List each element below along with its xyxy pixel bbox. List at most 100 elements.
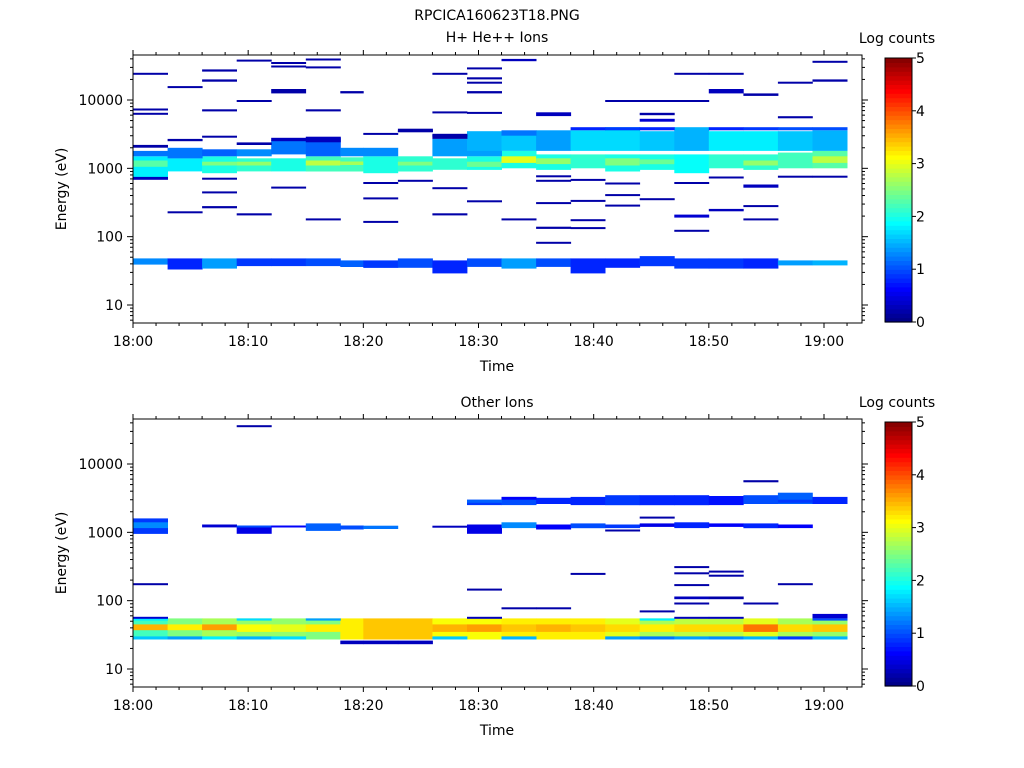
spectrogram-cell: [236, 525, 272, 534]
colorbar-swatch: [885, 229, 912, 235]
spectrogram-cell: [743, 184, 779, 188]
spectrogram-cell: [202, 624, 237, 631]
spectrogram-cell: [133, 112, 168, 115]
spectrogram-cell: [605, 529, 641, 532]
colorbar-swatch: [885, 286, 912, 292]
colorbar-swatch: [885, 466, 912, 471]
spectrogram-cell: [133, 636, 168, 640]
spectrogram-cell: [133, 176, 168, 180]
spectrogram-cell: [812, 618, 848, 621]
spectrogram-cell: [639, 256, 675, 267]
spectrogram-cell: [674, 584, 710, 587]
spectrogram-cell: [708, 258, 744, 269]
colorbar-swatch: [885, 501, 912, 507]
spectrogram-cell: [708, 574, 744, 577]
spectrogram-cell: [674, 602, 710, 605]
colorbar-swatch: [885, 278, 912, 283]
colorbar-swatch: [885, 198, 912, 204]
panel-other-ions: Other Ions 18:00 18:10 18:20 18:30 18:40 18:5…: [54, 395, 935, 739]
colorbar-tick-label: 1: [916, 262, 925, 278]
spectrogram-cell: [202, 161, 237, 166]
spectrogram-cell: [674, 522, 710, 529]
colorbar-swatch: [885, 159, 912, 165]
spectrogram-cell: [639, 198, 675, 201]
x-axis-label: Time: [479, 723, 514, 739]
y-tick-label: 10: [105, 298, 123, 314]
colorbar-swatch: [885, 194, 912, 200]
colorbar-swatch: [885, 496, 912, 502]
spectrogram-cell: [605, 636, 641, 640]
spectrogram-cell: [363, 640, 399, 645]
x-tick-label: 18:30: [458, 334, 498, 350]
spectrogram-cell: [674, 154, 710, 174]
spectrogram-cell: [743, 602, 779, 605]
colorbar-swatch: [885, 655, 912, 661]
spectrogram-cell: [467, 67, 502, 70]
colorbar-swatch: [885, 291, 912, 297]
spectrogram-cell: [674, 214, 710, 218]
spectrogram-cell: [501, 218, 537, 221]
spectrogram-cell: [271, 89, 307, 94]
spectrogram-cell: [605, 624, 641, 632]
colorbar-swatch: [885, 554, 912, 559]
colorbar-swatch: [885, 75, 912, 81]
spectrogram-cell: [432, 111, 468, 114]
spectrogram-cell: [639, 636, 675, 640]
colorbar-swatch: [885, 452, 912, 458]
spectrogram-cell: [536, 130, 572, 151]
colorbar-swatch: [885, 242, 912, 248]
colorbar-swatch: [885, 273, 912, 279]
x-tick-label: 18:00: [113, 334, 153, 350]
spectrogram-cell: [777, 636, 813, 640]
spectrogram-cell: [236, 59, 272, 62]
colorbar-label: Log counts: [859, 395, 935, 411]
spectrogram-cell: [432, 72, 468, 75]
spectrogram-cell: [812, 130, 848, 151]
colorbar-swatch: [885, 668, 912, 674]
x-tick-label: 18:50: [689, 698, 729, 714]
spectrogram-cell: [133, 258, 168, 265]
spectrogram-cell: [536, 624, 572, 632]
spectrogram-cell: [236, 636, 272, 640]
spectrogram-cell: [570, 624, 606, 632]
spectrogram-cell: [708, 636, 744, 640]
spectrogram-cell: [743, 480, 779, 483]
colorbar-swatch: [885, 110, 912, 116]
spectrogram-cell: [167, 624, 203, 631]
spectrogram-cell: [167, 258, 203, 270]
spectrogram-cell: [202, 177, 237, 180]
colorbar-swatch: [885, 444, 912, 449]
spectrogram-cell: [743, 523, 779, 529]
colorbar-swatch: [885, 532, 912, 537]
spectrogram-cell: [708, 72, 744, 75]
spectrogram-cell: [363, 260, 399, 268]
spectrogram-cell: [812, 260, 848, 266]
spectrogram-cell: [605, 194, 641, 197]
spectrogram-cell: [467, 616, 502, 619]
spectrogram-cell: [340, 91, 364, 94]
colorbar-swatch: [885, 598, 912, 603]
spectrogram-cell: [167, 636, 203, 640]
colorbar-swatch: [885, 457, 912, 463]
plot-frame: [132, 418, 863, 688]
spectrogram-cell: [674, 127, 710, 151]
colorbar-swatch: [885, 527, 912, 533]
spectrogram-cell: [202, 79, 237, 82]
spectrogram-cell: [743, 93, 779, 96]
spectrogram-cell: [236, 525, 272, 528]
spectrogram-cell: [467, 77, 502, 80]
colorbar-swatch: [885, 611, 912, 617]
spectrogram-cell: [812, 127, 848, 131]
spectrogram-cell: [501, 58, 537, 62]
spectrogram-cell: [467, 258, 502, 267]
colorbar-swatch: [885, 295, 912, 301]
colorbar-swatch: [885, 71, 912, 77]
spectrogram-cell: [271, 186, 307, 189]
spectrogram-cell: [363, 525, 399, 529]
spectrogram-cell: [467, 81, 502, 84]
spectrogram-cell: [536, 524, 572, 530]
colorbar-swatch: [885, 163, 912, 169]
spectrogram-cell: [271, 624, 307, 632]
spectrogram-cell: [605, 182, 641, 185]
spectrogram-cell: [639, 624, 675, 632]
